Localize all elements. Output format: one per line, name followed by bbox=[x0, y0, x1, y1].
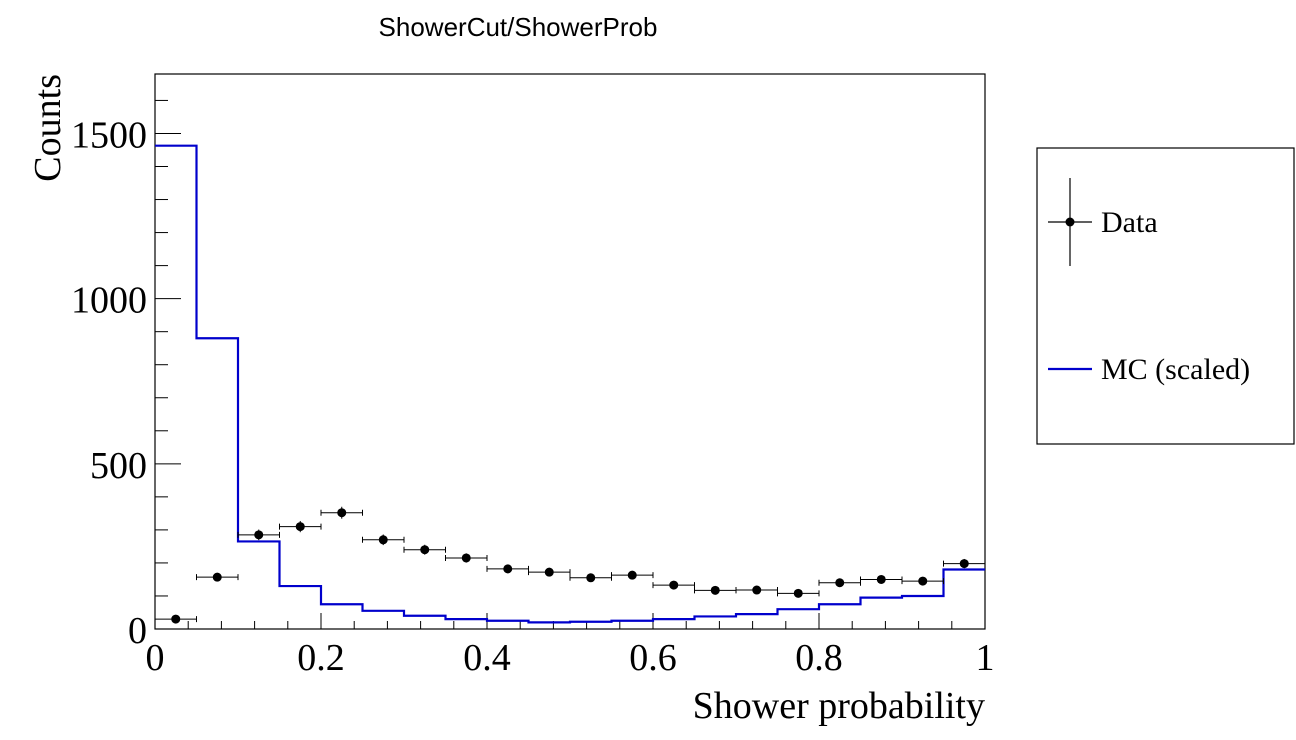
chart-title: ShowerCut/ShowerProb bbox=[379, 12, 658, 42]
x-tick-label: 0.6 bbox=[629, 637, 677, 679]
data-point bbox=[196, 572, 239, 582]
data-point bbox=[569, 573, 612, 583]
data-points bbox=[154, 506, 986, 624]
x-tick-label: 0.8 bbox=[795, 637, 843, 679]
data-point bbox=[403, 544, 446, 555]
legend-label-mc: MC (scaled) bbox=[1101, 353, 1250, 386]
plot-frame bbox=[154, 73, 986, 630]
y-axis-label: Counts bbox=[27, 74, 69, 182]
x-tick-label: 0 bbox=[146, 637, 165, 679]
axis-ticks bbox=[154, 99, 986, 630]
x-axis-label: Shower probability bbox=[693, 685, 985, 727]
x-tick-label: 0.4 bbox=[463, 637, 511, 679]
data-point bbox=[611, 570, 654, 580]
x-tick-label: 1 bbox=[976, 637, 995, 679]
data-point bbox=[445, 553, 488, 563]
legend: Data MC (scaled) bbox=[1036, 147, 1295, 445]
legend-data-marker bbox=[1048, 178, 1092, 266]
data-point bbox=[320, 506, 363, 519]
data-point bbox=[154, 614, 197, 624]
data-point bbox=[279, 520, 322, 533]
data-point bbox=[860, 574, 903, 584]
data-point bbox=[694, 585, 737, 595]
data-point bbox=[943, 558, 986, 569]
y-tick-label: 0 bbox=[128, 610, 147, 652]
data-point bbox=[362, 534, 405, 546]
mc-step-line bbox=[155, 144, 985, 624]
data-point bbox=[237, 529, 280, 541]
data-point bbox=[486, 564, 529, 574]
y-tick-label: 500 bbox=[90, 445, 147, 487]
data-point bbox=[652, 580, 695, 590]
y-tick-labels: 0 500 1000 1500 bbox=[71, 114, 147, 652]
data-point bbox=[818, 578, 861, 588]
y-tick-label: 1000 bbox=[71, 280, 147, 322]
y-tick-label: 1500 bbox=[71, 114, 147, 156]
data-point bbox=[777, 588, 820, 598]
data-point bbox=[735, 585, 778, 595]
x-tick-label: 0.2 bbox=[297, 637, 345, 679]
data-point bbox=[528, 567, 571, 577]
data-point bbox=[901, 576, 944, 586]
x-tick-labels: 0 0.2 0.4 0.6 0.8 1 bbox=[146, 637, 995, 679]
legend-label-data: Data bbox=[1101, 206, 1158, 239]
legend-box bbox=[1036, 147, 1295, 445]
